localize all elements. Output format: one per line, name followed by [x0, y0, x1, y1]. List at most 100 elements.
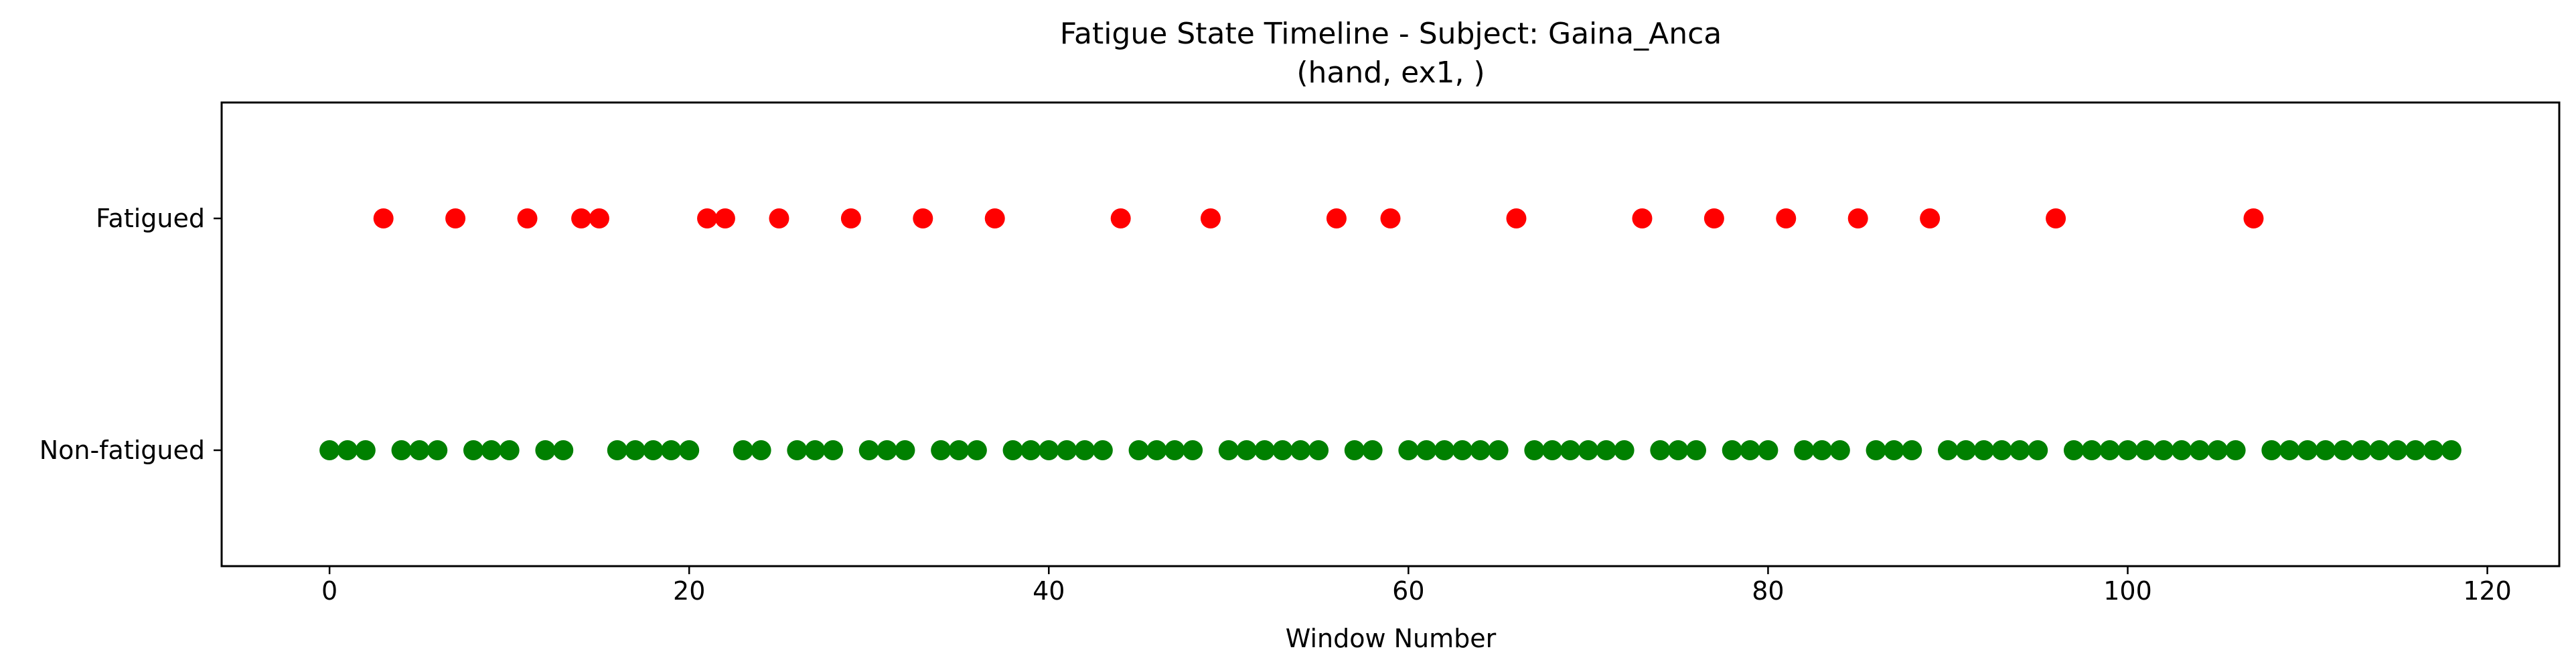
data-point-non-fatigued-102 — [2153, 440, 2174, 460]
data-point-non-fatigued-61 — [1416, 440, 1437, 460]
data-point-non-fatigued-106 — [2225, 440, 2246, 460]
data-point-non-fatigued-90 — [1937, 440, 1958, 460]
data-point-non-fatigued-117 — [2423, 440, 2444, 460]
data-point-non-fatigued-97 — [2063, 440, 2084, 460]
data-point-non-fatigued-79 — [1740, 440, 1760, 460]
chart-title: Fatigue State Timeline - Subject: Gaina_… — [1060, 17, 1722, 51]
data-point-non-fatigued-39 — [1020, 440, 1041, 460]
data-point-non-fatigued-24 — [751, 440, 771, 460]
data-point-non-fatigued-58 — [1362, 440, 1383, 460]
data-point-non-fatigued-60 — [1398, 440, 1419, 460]
data-point-non-fatigued-38 — [1002, 440, 1023, 460]
x-axis-label: Window Number — [1286, 624, 1497, 653]
data-point-non-fatigued-112 — [2333, 440, 2354, 460]
data-point-non-fatigued-69 — [1560, 440, 1581, 460]
data-point-non-fatigued-16 — [607, 440, 627, 460]
data-point-fatigued-59 — [1380, 208, 1401, 228]
data-point-non-fatigued-91 — [1955, 440, 1976, 460]
data-point-non-fatigued-67 — [1524, 440, 1545, 460]
chart-axes: 0 20 40 60 80 100 120 Fatigued Non-fatigued — [40, 101, 2561, 606]
data-point-non-fatigued-71 — [1596, 440, 1616, 460]
data-point-non-fatigued-43 — [1092, 440, 1113, 460]
data-point-non-fatigued-80 — [1758, 440, 1778, 460]
data-point-fatigued-33 — [913, 208, 933, 228]
data-point-non-fatigued-99 — [2099, 440, 2120, 460]
data-point-non-fatigued-84 — [1829, 440, 1850, 460]
y-tick-label-fatigued: Fatigued — [96, 204, 205, 233]
x-tick-label-120: 120 — [2463, 576, 2512, 606]
data-point-non-fatigued-113 — [2351, 440, 2372, 460]
data-point-non-fatigued-103 — [2172, 440, 2192, 460]
data-point-fatigued-81 — [1776, 208, 1797, 228]
data-point-non-fatigued-68 — [1542, 440, 1563, 460]
data-point-non-fatigued-8 — [463, 440, 483, 460]
data-point-fatigued-11 — [517, 208, 538, 228]
data-point-non-fatigued-86 — [1866, 440, 1886, 460]
x-tick-label-0: 0 — [321, 576, 337, 606]
data-point-non-fatigued-62 — [1434, 440, 1455, 460]
data-point-fatigued-29 — [840, 208, 861, 228]
data-point-non-fatigued-82 — [1794, 440, 1815, 460]
data-point-non-fatigued-31 — [877, 440, 897, 460]
data-point-non-fatigued-104 — [2189, 440, 2210, 460]
data-point-non-fatigued-50 — [1218, 440, 1239, 460]
data-point-non-fatigued-88 — [1902, 440, 1922, 460]
data-point-non-fatigued-4 — [391, 440, 412, 460]
data-point-non-fatigued-110 — [2297, 440, 2318, 460]
data-point-non-fatigued-93 — [1991, 440, 2012, 460]
data-point-non-fatigued-5 — [409, 440, 430, 460]
data-point-fatigued-37 — [984, 208, 1005, 228]
chart-subtitle: (hand, ex1, ) — [1296, 56, 1485, 90]
data-point-non-fatigued-63 — [1452, 440, 1472, 460]
data-point-non-fatigued-35 — [949, 440, 970, 460]
data-point-non-fatigued-105 — [2207, 440, 2228, 460]
data-point-fatigued-25 — [769, 208, 789, 228]
data-point-fatigued-107 — [2243, 208, 2264, 228]
data-point-non-fatigued-51 — [1236, 440, 1257, 460]
y-tick-label-non-fatigued: Non-fatigued — [40, 435, 205, 465]
data-point-non-fatigued-19 — [661, 440, 682, 460]
data-point-non-fatigued-55 — [1308, 440, 1329, 460]
data-point-non-fatigued-83 — [1811, 440, 1832, 460]
data-point-non-fatigued-78 — [1722, 440, 1742, 460]
data-point-non-fatigued-40 — [1039, 440, 1059, 460]
data-point-non-fatigued-76 — [1686, 440, 1707, 460]
x-tick-label-20: 20 — [673, 576, 705, 606]
data-point-non-fatigued-92 — [1973, 440, 1994, 460]
data-point-non-fatigued-72 — [1614, 440, 1635, 460]
data-point-non-fatigued-111 — [2315, 440, 2336, 460]
data-point-non-fatigued-94 — [2010, 440, 2030, 460]
data-point-non-fatigued-0 — [319, 440, 340, 460]
data-point-non-fatigued-53 — [1272, 440, 1293, 460]
data-point-fatigued-85 — [1847, 208, 1868, 228]
data-point-non-fatigued-45 — [1128, 440, 1149, 460]
data-point-non-fatigued-42 — [1074, 440, 1095, 460]
data-point-non-fatigued-1 — [337, 440, 358, 460]
data-point-non-fatigued-27 — [805, 440, 826, 460]
data-point-non-fatigued-52 — [1254, 440, 1275, 460]
data-point-non-fatigued-12 — [535, 440, 556, 460]
data-point-non-fatigued-23 — [733, 440, 753, 460]
x-tick-label-80: 80 — [1752, 576, 1784, 606]
data-point-non-fatigued-100 — [2117, 440, 2138, 460]
data-point-non-fatigued-6 — [427, 440, 448, 460]
data-point-non-fatigued-101 — [2135, 440, 2156, 460]
data-point-non-fatigued-36 — [966, 440, 987, 460]
data-point-non-fatigued-74 — [1650, 440, 1671, 460]
data-point-fatigued-56 — [1326, 208, 1347, 228]
data-point-fatigued-15 — [589, 208, 609, 228]
data-point-non-fatigued-70 — [1578, 440, 1598, 460]
data-point-non-fatigued-65 — [1488, 440, 1509, 460]
data-point-fatigued-3 — [373, 208, 394, 228]
data-point-fatigued-7 — [445, 208, 466, 228]
data-point-non-fatigued-116 — [2405, 440, 2426, 460]
data-point-non-fatigued-26 — [787, 440, 808, 460]
data-point-fatigued-14 — [571, 208, 592, 228]
data-point-non-fatigued-54 — [1290, 440, 1311, 460]
data-point-fatigued-96 — [2046, 208, 2066, 228]
data-point-non-fatigued-2 — [355, 440, 376, 460]
data-point-non-fatigued-87 — [1884, 440, 1904, 460]
x-tick-label-60: 60 — [1392, 576, 1424, 606]
data-point-non-fatigued-64 — [1470, 440, 1491, 460]
data-point-non-fatigued-18 — [643, 440, 664, 460]
